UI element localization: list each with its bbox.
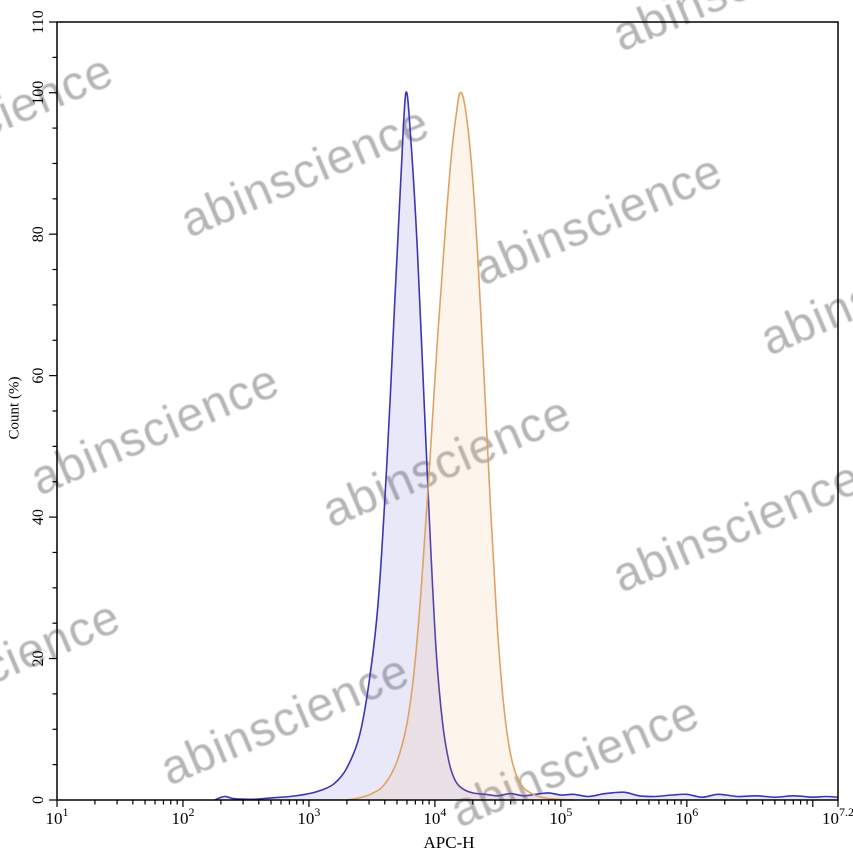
series-blue-area <box>214 91 838 800</box>
plot-border <box>56 21 839 801</box>
y-tick-label: 20 <box>30 651 47 667</box>
x-tick-label: 106 <box>675 805 698 828</box>
series-orange-curve <box>346 91 574 801</box>
x-axis-title: APC-H <box>423 833 475 852</box>
y-tick-label: 110 <box>30 10 47 33</box>
x-tick-label: 102 <box>172 805 195 828</box>
x-tick-label: 104 <box>423 805 446 828</box>
y-tick-label: 40 <box>30 509 47 525</box>
y-tick-label: 60 <box>30 368 47 384</box>
y-axis-title: Count (%) <box>6 376 23 440</box>
series-blue-curve <box>214 91 839 801</box>
x-tick-label: 107.2 <box>822 805 853 828</box>
series-orange-area <box>346 92 574 801</box>
y-tick-label: 100 <box>30 81 47 105</box>
x-tick-label: 103 <box>297 805 320 828</box>
x-tick-label: 105 <box>549 805 572 828</box>
y-tick-label: 0 <box>30 796 47 804</box>
y-tick-label: 80 <box>30 226 47 242</box>
x-tick-label: 101 <box>46 805 69 828</box>
